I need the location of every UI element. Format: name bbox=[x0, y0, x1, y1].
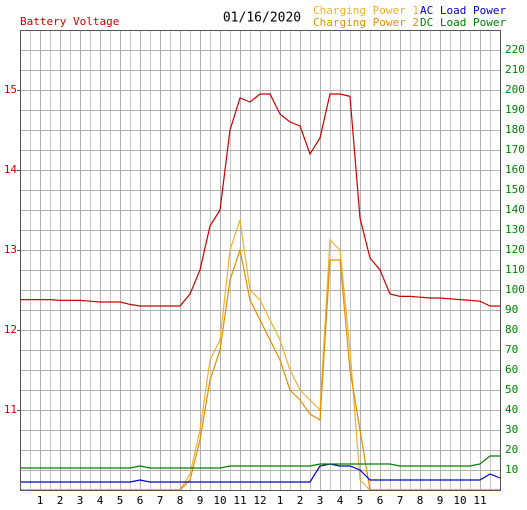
y2-tick-label: 200 bbox=[505, 83, 525, 96]
x-tick-label: 9 bbox=[437, 494, 444, 507]
y2-tick-label: 50 bbox=[505, 383, 518, 396]
y2-tick-label: 60 bbox=[505, 363, 518, 376]
y-tick-label: 11 bbox=[4, 403, 17, 416]
x-tick-label: 1 bbox=[277, 494, 284, 507]
y2-tick-label: 30 bbox=[505, 423, 518, 436]
y2-tick-label: 160 bbox=[505, 163, 525, 176]
y2-tick-label: 20 bbox=[505, 443, 518, 456]
x-tick-label: 8 bbox=[417, 494, 424, 507]
y2-tick-label: 80 bbox=[505, 323, 518, 336]
x-tick-label: 3 bbox=[77, 494, 84, 507]
y2-tick-label: 120 bbox=[505, 243, 525, 256]
legend-entry: AC Load Power bbox=[420, 4, 506, 17]
x-tick-label: 3 bbox=[317, 494, 324, 507]
x-tick-label: 7 bbox=[397, 494, 404, 507]
y-tick-label: 13 bbox=[4, 243, 17, 256]
y2-tick-label: 90 bbox=[505, 303, 518, 316]
x-tick-label: 4 bbox=[337, 494, 344, 507]
y2-tick-label: 190 bbox=[505, 103, 525, 116]
x-tick-label: 1 bbox=[37, 494, 44, 507]
x-tick-label: 7 bbox=[157, 494, 164, 507]
x-tick-label: 10 bbox=[213, 494, 226, 507]
series-line bbox=[20, 463, 501, 483]
series-line bbox=[20, 455, 500, 469]
legend-entry: Charging Power 1 bbox=[313, 4, 419, 17]
y2-tick-label: 10 bbox=[505, 463, 518, 476]
x-tick-label: 12 bbox=[253, 494, 266, 507]
x-tick-label: 8 bbox=[177, 494, 184, 507]
y2-tick-label: 130 bbox=[505, 223, 525, 236]
y2-tick-label: 170 bbox=[505, 143, 525, 156]
x-tick-label: 2 bbox=[297, 494, 304, 507]
y2-tick-label: 110 bbox=[505, 263, 525, 276]
series-line bbox=[20, 93, 500, 307]
legend-entry: Charging Power 2 bbox=[313, 16, 419, 29]
legend-entry: Battery Voltage bbox=[20, 15, 119, 28]
y2-tick-label: 100 bbox=[505, 283, 525, 296]
x-tick-label: 2 bbox=[57, 494, 64, 507]
y2-tick-label: 40 bbox=[505, 403, 518, 416]
y-tick-label: 12 bbox=[4, 323, 17, 336]
x-tick-label: 6 bbox=[137, 494, 144, 507]
legend-entry: DC Load Power bbox=[420, 16, 506, 29]
x-tick-label: 6 bbox=[377, 494, 384, 507]
x-tick-label: 5 bbox=[357, 494, 364, 507]
x-tick-label: 9 bbox=[197, 494, 204, 507]
chart-title: 01/16/2020 bbox=[223, 11, 301, 26]
x-tick-label: 10 bbox=[453, 494, 466, 507]
y2-tick-label: 210 bbox=[505, 63, 525, 76]
y2-tick-label: 70 bbox=[505, 343, 518, 356]
y2-tick-label: 180 bbox=[505, 123, 525, 136]
x-tick-label: 5 bbox=[117, 494, 124, 507]
x-tick-label: 4 bbox=[97, 494, 104, 507]
plot-border bbox=[20, 30, 501, 491]
x-tick-label: 11 bbox=[473, 494, 486, 507]
y2-tick-label: 150 bbox=[505, 183, 525, 196]
y-tick-label: 15 bbox=[4, 83, 17, 96]
y-tick-label: 14 bbox=[4, 163, 18, 176]
x-tick-label: 11 bbox=[233, 494, 246, 507]
y2-tick-label: 140 bbox=[505, 203, 525, 216]
y2-tick-label: 220 bbox=[505, 43, 525, 56]
